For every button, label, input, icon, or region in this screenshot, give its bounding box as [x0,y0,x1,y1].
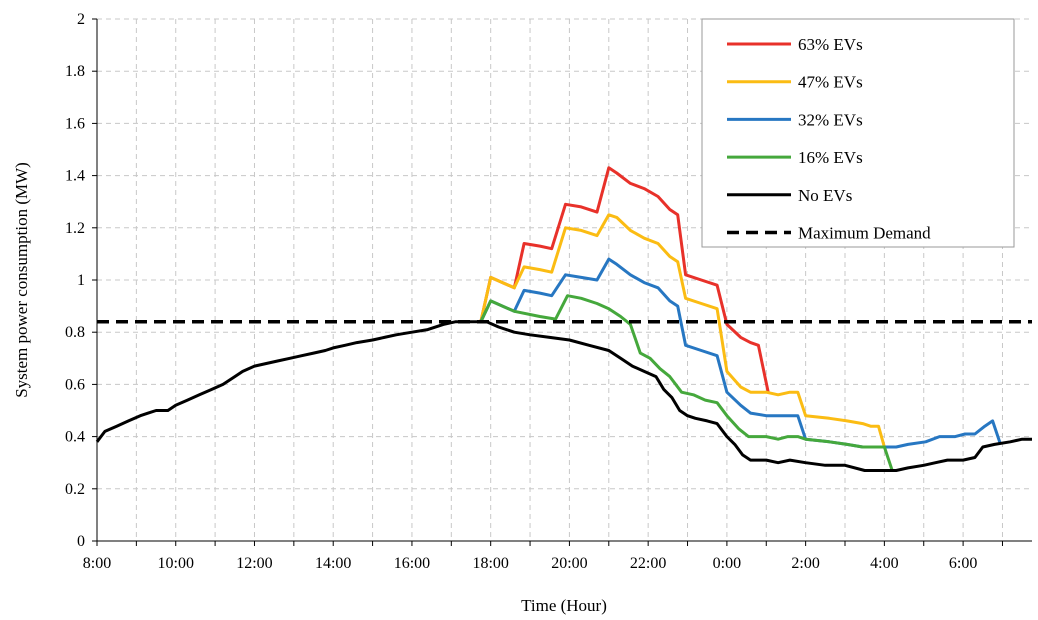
series-lines [95,166,1032,472]
y-tick-label: 0.4 [65,429,85,446]
series-line-16-evs [479,294,894,471]
axes: 0 0.2 0.4 0.6 0.8 1 1.2 1.4 1.6 1.8 2 8:00 10:00 12:0… [65,11,1032,572]
y-tick-label: 1.6 [65,115,85,132]
gridlines [97,18,1032,541]
y-tick-label: 0.6 [65,376,85,393]
legend-label: 47% EVs [798,73,863,92]
series-line-47-evs [479,213,886,448]
x-tick-label: 22:00 [630,555,666,572]
y-tick-label: 1.4 [65,168,85,185]
x-tick-label: 4:00 [870,555,898,572]
series-line-32-evs [479,257,1002,449]
x-tick-label: 18:00 [472,555,508,572]
x-tick-label: 10:00 [158,555,194,572]
y-axis-title: System power consumption (MW) [12,162,31,398]
y-tick-label: 0.8 [65,324,85,341]
legend-label: 63% EVs [798,35,863,54]
series-line-63-evs [479,166,770,393]
y-tick-label: 1.2 [65,220,85,237]
x-axis-title: Time (Hour) [521,596,607,615]
x-tick-label: 2:00 [791,555,819,572]
legend-box [701,18,1015,248]
legend-label: No EVs [798,186,852,205]
legend-label: 16% EVs [798,148,863,167]
legend-label: Maximum Demand [798,224,931,243]
y-tick-label: 0.2 [65,481,85,498]
x-tick-label: 0:00 [713,555,741,572]
x-tick-label: 14:00 [315,555,351,572]
legend-label: 32% EVs [798,110,863,129]
legend: 63% EVs 47% EVs 32% EVs 16% EVs No EVs Maximu… [701,18,1015,248]
x-tick-label: 8:00 [83,555,111,572]
y-tick-label: 2 [77,11,85,28]
x-tick-label: 16:00 [394,555,430,572]
x-tick-label: 20:00 [551,555,587,572]
y-tick-label: 0 [77,533,85,550]
y-tick-label: 1 [77,272,85,289]
x-tick-label: 6:00 [949,555,977,572]
y-tick-label: 1.8 [65,63,85,80]
series-line-no-evs [95,320,1032,472]
x-tick-label: 12:00 [236,555,272,572]
